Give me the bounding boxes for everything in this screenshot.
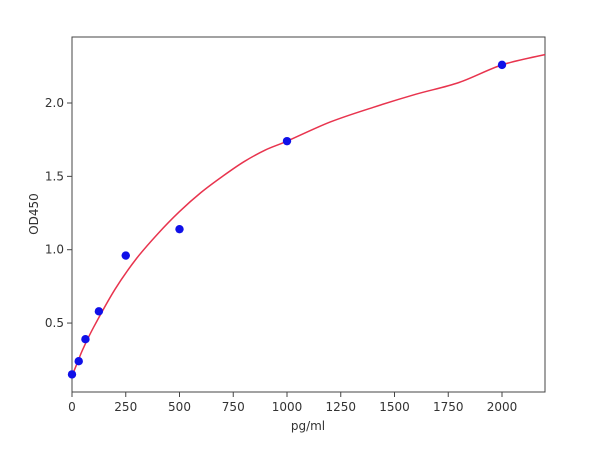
x-axis-ticks: 0 250 500 750 1000 1250 1500 1750 2000 bbox=[68, 392, 517, 414]
y-axis-ticks: 0.5 1.0 1.5 2.0 bbox=[45, 96, 72, 330]
x-tick-label: 2000 bbox=[487, 400, 518, 414]
y-tick-label: 2.0 bbox=[45, 96, 64, 110]
y-tick-label: 0.5 bbox=[45, 316, 64, 330]
data-points bbox=[67, 60, 507, 379]
data-point bbox=[497, 60, 507, 70]
data-point bbox=[94, 307, 104, 316]
data-point bbox=[175, 224, 184, 234]
data-point bbox=[74, 356, 83, 366]
x-tick-label: 1250 bbox=[325, 400, 356, 414]
y-tick-label: 1.5 bbox=[45, 169, 64, 183]
data-point bbox=[121, 251, 130, 260]
x-tick-label: 1500 bbox=[379, 400, 410, 414]
x-tick-label: 1000 bbox=[272, 400, 303, 414]
y-tick-label: 1.0 bbox=[45, 243, 64, 257]
data-point bbox=[81, 334, 90, 344]
x-tick-label: 750 bbox=[222, 400, 245, 414]
y-axis-title: OD450 bbox=[27, 193, 41, 235]
plot-frame bbox=[71, 36, 546, 393]
x-tick-label: 500 bbox=[168, 400, 191, 414]
data-point bbox=[67, 370, 77, 379]
x-axis-title: pg/ml bbox=[291, 419, 325, 433]
data-point bbox=[282, 136, 292, 146]
x-tick-label: 1750 bbox=[433, 400, 464, 414]
x-tick-label: 250 bbox=[114, 400, 137, 414]
x-tick-label: 0 bbox=[68, 400, 76, 414]
fit-curve bbox=[71, 53, 546, 377]
